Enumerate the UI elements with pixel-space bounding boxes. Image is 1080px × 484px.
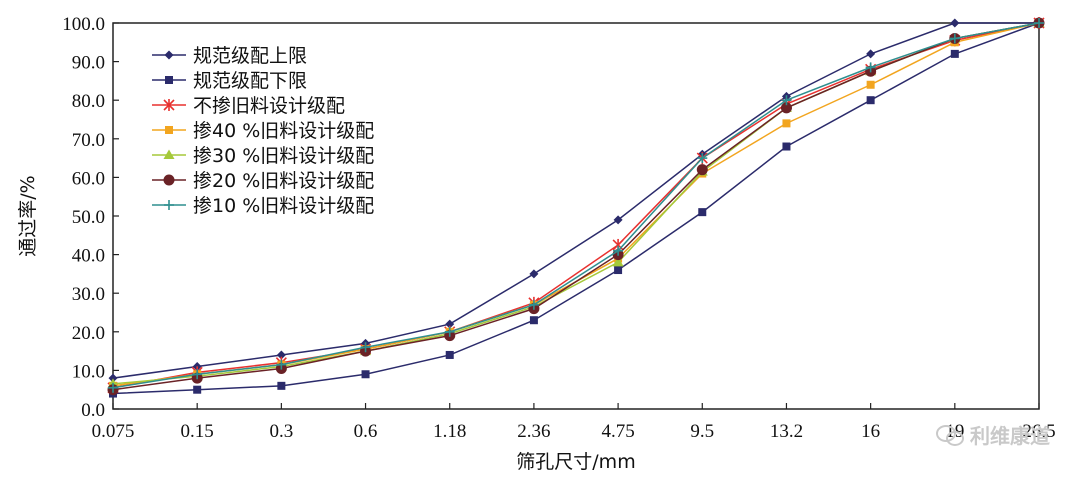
data-point: [163, 174, 175, 186]
data-point: [696, 164, 708, 176]
data-point: [613, 245, 624, 256]
x-tick-label: 2.36: [517, 421, 550, 442]
x-axis-title: 筛孔尺寸/mm: [516, 451, 635, 473]
y-tick-label: 80.0: [72, 91, 105, 112]
series-6: [107, 17, 1045, 396]
data-point: [612, 256, 624, 267]
legend-item: 掺20 %旧料设计级配: [152, 170, 374, 192]
data-point: [164, 50, 174, 60]
data-point: [108, 373, 118, 383]
data-point: [529, 269, 539, 279]
data-point: [949, 33, 960, 44]
legend-item: 掺10 %旧料设计级配: [152, 195, 374, 217]
data-point: [360, 342, 371, 353]
y-tick-label: 20.0: [72, 323, 105, 344]
legend-label: 规范级配下限: [193, 70, 307, 92]
data-point: [782, 119, 791, 128]
legend-item: 掺30 %旧料设计级配: [152, 145, 374, 167]
data-point: [361, 370, 370, 379]
data-point: [444, 326, 455, 337]
data-point: [163, 99, 175, 111]
x-tick-label: 0.3: [269, 421, 293, 442]
data-point: [698, 208, 707, 217]
watermark: 利维康道: [936, 420, 1050, 449]
data-point: [445, 350, 454, 359]
legend-label: 掺20 %旧料设计级配: [193, 170, 374, 192]
x-tick-label: 26.5: [1022, 421, 1055, 442]
y-axis-title: 通过率/%: [17, 175, 39, 256]
data-point: [950, 18, 960, 28]
data-point: [165, 76, 173, 84]
y-tick-label: 90.0: [72, 53, 105, 74]
data-point: [165, 126, 173, 134]
watermark-text: 利维康道: [970, 424, 1050, 448]
wechat-icon: [936, 423, 964, 447]
legend-label: 掺40 %旧料设计级配: [193, 120, 374, 142]
y-tick-label: 0.0: [81, 400, 105, 421]
x-tick-label: 0.6: [354, 421, 378, 442]
series-line: [112, 22, 1040, 395]
data-point: [1034, 18, 1044, 28]
legend-item: 不掺旧料设计级配: [152, 95, 345, 117]
x-tick-label: 4.75: [601, 421, 634, 442]
legend-label: 不掺旧料设计级配: [193, 95, 345, 117]
legend-item: 规范级配上限: [152, 45, 307, 67]
x-tick-label: 16: [861, 421, 880, 442]
y-tick-label: 100.0: [62, 14, 105, 35]
series-line: [112, 22, 1039, 379]
data-point: [277, 381, 286, 390]
data-point: [782, 142, 791, 151]
data-point: [276, 350, 286, 360]
y-tick-label: 70.0: [72, 130, 105, 151]
data-point: [528, 299, 539, 310]
x-tick-label: 9.5: [690, 421, 714, 442]
y-tick-label: 10.0: [72, 361, 105, 382]
y-tick-label: 50.0: [72, 207, 105, 228]
data-point: [950, 49, 959, 58]
data-point: [866, 49, 876, 59]
legend-label: 掺30 %旧料设计级配: [193, 145, 374, 167]
data-point: [697, 153, 708, 164]
legend-label: 规范级配上限: [193, 45, 307, 67]
x-tick-label: 1.18: [433, 421, 466, 442]
series-line: [112, 22, 1040, 389]
data-point: [613, 215, 623, 225]
data-point: [192, 369, 203, 380]
data-point: [614, 266, 623, 275]
series-line: [112, 22, 1040, 389]
data-point: [193, 385, 202, 394]
data-point: [108, 382, 118, 393]
x-tick-label: 0.075: [92, 421, 135, 442]
data-point: [865, 62, 876, 73]
x-tick-label: 13.2: [770, 421, 803, 442]
y-tick-label: 60.0: [72, 168, 105, 189]
data-point: [780, 102, 792, 114]
series-line: [112, 22, 1040, 391]
legend-label: 掺10 %旧料设计级配: [193, 195, 374, 217]
legend-item: 掺40 %旧料设计级配: [152, 120, 374, 142]
data-point: [276, 359, 287, 370]
data-point: [781, 95, 792, 106]
data-point: [164, 200, 174, 210]
data-point: [529, 316, 538, 325]
data-point: [163, 149, 175, 159]
data-point: [866, 96, 875, 105]
series-7: [108, 18, 1044, 393]
data-point: [866, 80, 875, 89]
legend-item: 规范级配下限: [152, 70, 307, 92]
data-point: [445, 319, 455, 329]
y-tick-label: 30.0: [72, 284, 105, 305]
y-tick-label: 40.0: [72, 246, 105, 267]
x-tick-label: 0.15: [181, 421, 214, 442]
